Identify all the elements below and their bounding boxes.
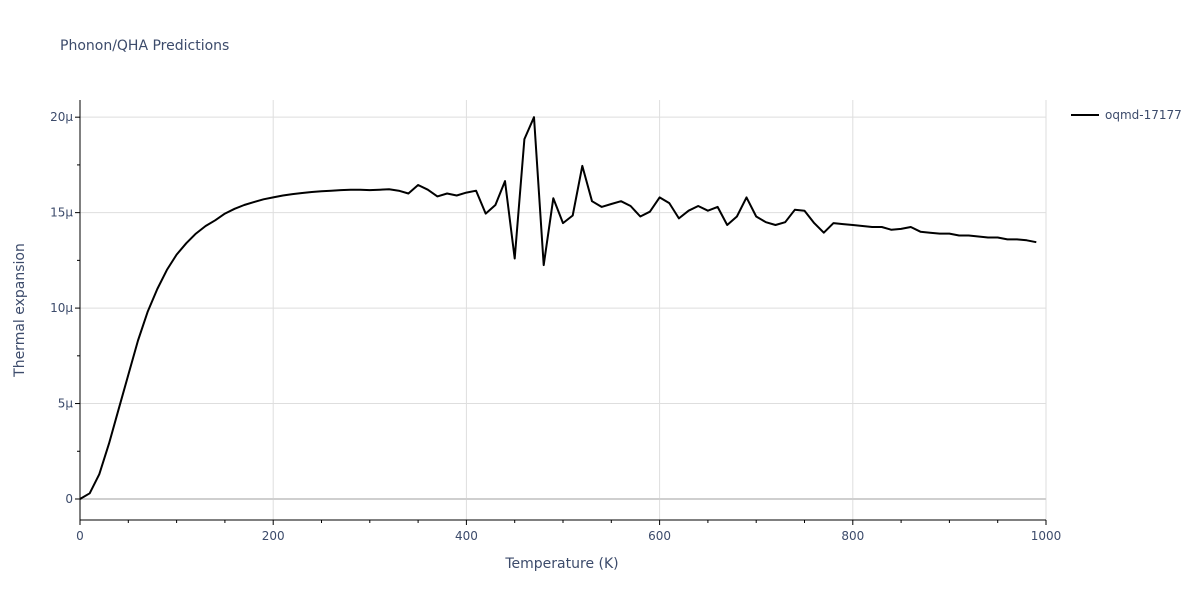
- y-tick-label: 0: [65, 492, 73, 506]
- y-tick-label: 20μ: [50, 110, 73, 124]
- x-tick-label: 0: [76, 529, 84, 543]
- axes: [75, 100, 1047, 525]
- x-tick-label: 400: [455, 529, 478, 543]
- legend-label-oqmd-17177: oqmd-17177: [1105, 108, 1182, 122]
- x-axis-title: Temperature (K): [504, 556, 618, 572]
- y-tick-label: 10μ: [50, 301, 73, 315]
- y-axis-title: Thermal expansion: [12, 243, 28, 378]
- y-tick-label: 5μ: [58, 397, 74, 411]
- y-tick-label: 15μ: [50, 206, 73, 220]
- grid-lines: [80, 100, 1047, 520]
- x-tick-label: 800: [841, 529, 864, 543]
- x-tick-label: 600: [648, 529, 671, 543]
- series-lines: [79, 116, 1037, 500]
- x-tick-label: 1000: [1031, 529, 1062, 543]
- tick-labels: 0 200 400 600 800 1000 0 5μ 10μ 15μ 20μ: [50, 110, 1061, 543]
- x-tick-label: 200: [262, 529, 285, 543]
- chart-title: Phonon/QHA Predictions: [60, 38, 229, 54]
- legend[interactable]: oqmd-17177: [1071, 108, 1182, 122]
- series-line-oqmd-17177[interactable]: [79, 116, 1037, 500]
